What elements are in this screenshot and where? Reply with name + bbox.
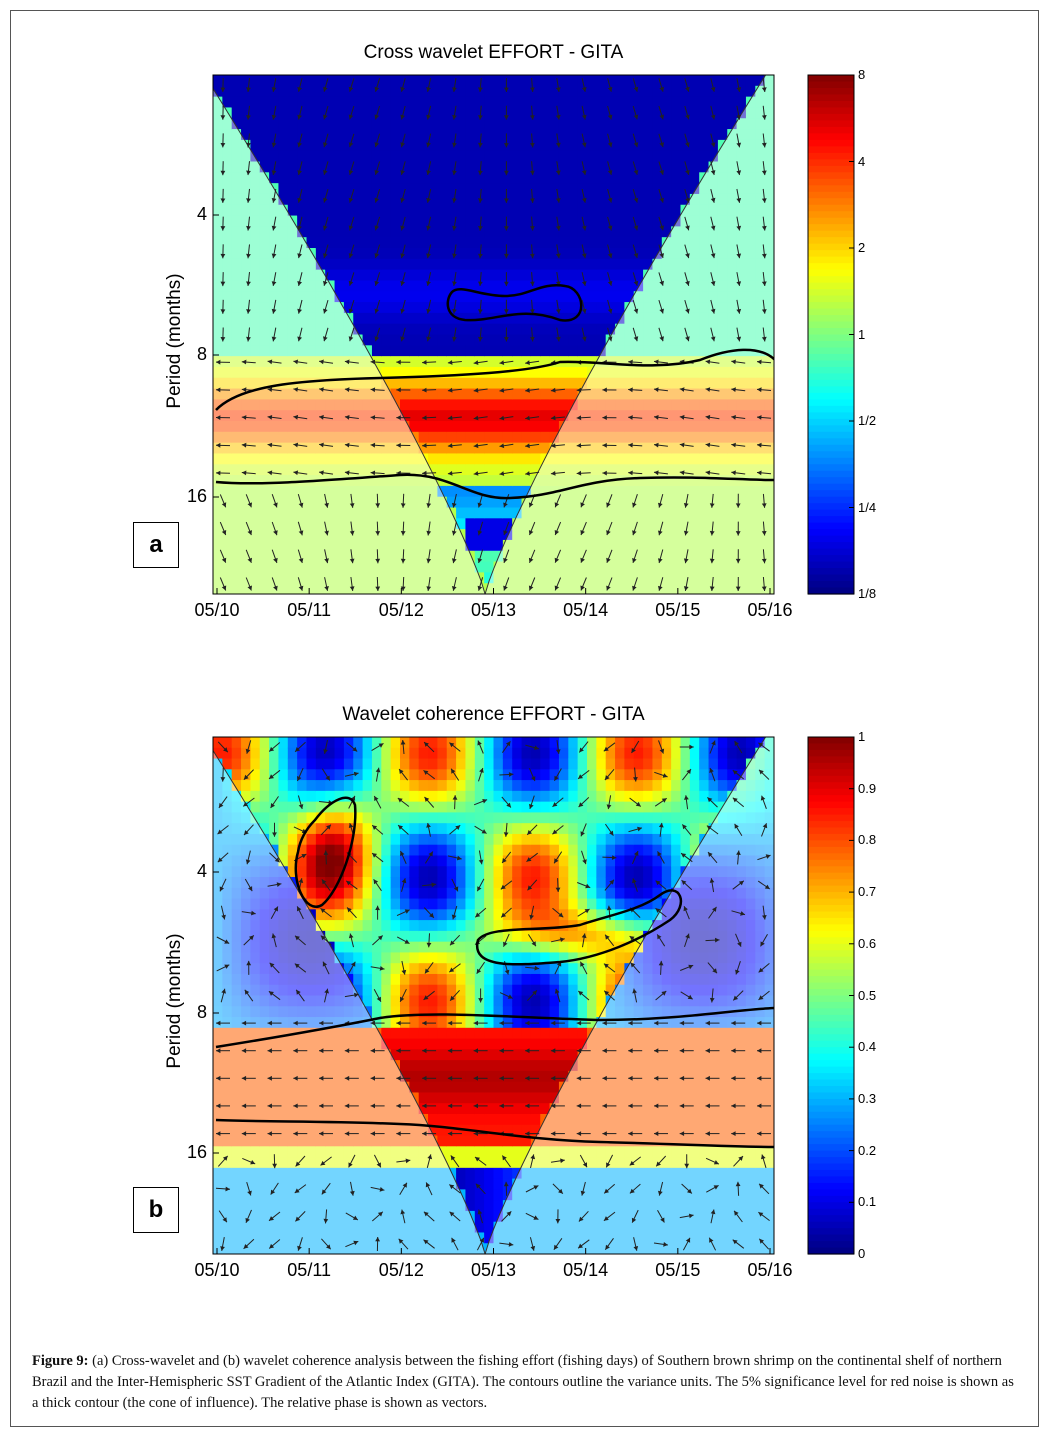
caption-label: Figure 9: <box>32 1353 89 1369</box>
y-tick-label: 8 <box>196 344 207 364</box>
heatmap-cells <box>213 75 774 594</box>
y-tick-label: 8 <box>196 1002 207 1022</box>
panel-b-colorbar <box>807 736 855 1255</box>
x-tick-label: 05/12 <box>378 600 424 620</box>
panel-b-title: Wavelet coherence EFFORT - GITA <box>342 704 645 725</box>
x-tick-label: 05/16 <box>747 1260 793 1280</box>
colorbar-tick-label: 0.3 <box>858 1090 877 1106</box>
x-tick-label: 05/10 <box>194 600 240 620</box>
x-tick-label: 05/11 <box>287 1260 332 1280</box>
panel-b-letter: b <box>133 1187 179 1233</box>
coi-overlay-right <box>485 75 774 594</box>
colorbar-tick-label: 1 <box>858 729 866 744</box>
x-tick-label: 05/10 <box>194 1260 240 1280</box>
x-tick-label: 05/11 <box>287 600 332 620</box>
x-tick-label: 05/13 <box>470 600 517 620</box>
colorbar-tick-label: 0.1 <box>858 1194 877 1210</box>
colorbar-tick-label: 1/4 <box>858 499 877 515</box>
coi-line <box>213 75 767 594</box>
colorbar-tick-label: 0 <box>858 1246 866 1261</box>
caption-text: (a) Cross-wavelet and (b) wavelet cohere… <box>32 1353 1014 1411</box>
y-tick-label: 16 <box>186 1142 207 1162</box>
y-tick-label: 4 <box>196 861 207 881</box>
x-tick-label: 05/15 <box>655 1260 701 1280</box>
coi-overlay-left <box>213 75 486 594</box>
y-tick-label: 4 <box>196 204 207 224</box>
colorbar-tick-label: 0.7 <box>858 884 877 900</box>
x-tick-label: 05/15 <box>655 600 701 620</box>
significance-contours <box>215 796 774 1149</box>
x-tick-label: 05/16 <box>747 600 793 620</box>
colorbar-tick-label: 0.5 <box>858 987 877 1003</box>
colorbar-tick-label: 1/2 <box>858 413 877 428</box>
x-tick-label: 05/14 <box>563 600 609 620</box>
x-tick-label: 05/12 <box>378 1260 424 1280</box>
y-tick-label: 16 <box>186 486 207 506</box>
panel-a-letter: a <box>133 522 179 568</box>
colorbar-tick-label: 1 <box>858 326 866 342</box>
figure-caption: Figure 9: (a) Cross-wavelet and (b) wave… <box>32 1351 1022 1414</box>
coi-line <box>213 737 767 1254</box>
panel-a-heatmap <box>212 74 775 595</box>
colorbar-tick-label: 4 <box>858 153 866 169</box>
colorbar-tick-label: 8 <box>858 67 866 82</box>
x-tick-label: 05/13 <box>470 1260 517 1280</box>
colorbar-tick-label: 0.6 <box>858 935 877 951</box>
phase-arrows <box>215 77 772 592</box>
panel-a-title: Cross wavelet EFFORT - GITA <box>363 42 624 63</box>
colorbar-tick-label: 2 <box>858 240 866 255</box>
colorbar-tick-label: 0.2 <box>858 1142 877 1158</box>
significance-contours <box>215 284 774 500</box>
phase-arrows <box>215 739 771 1252</box>
colorbar-tick-label: 1/8 <box>858 586 877 601</box>
colorbar-tick-label: 0.4 <box>858 1039 877 1055</box>
panel-b-heatmap <box>212 736 775 1255</box>
coi-overlay-right <box>485 737 774 1254</box>
panel-a-colorbar <box>807 74 855 595</box>
x-tick-label: 05/14 <box>563 1260 609 1280</box>
panel-b-ylabel: Period (months) <box>164 933 185 1069</box>
colorbar-tick-label: 0.9 <box>858 780 877 796</box>
colorbar-tick-label: 0.8 <box>858 832 877 848</box>
